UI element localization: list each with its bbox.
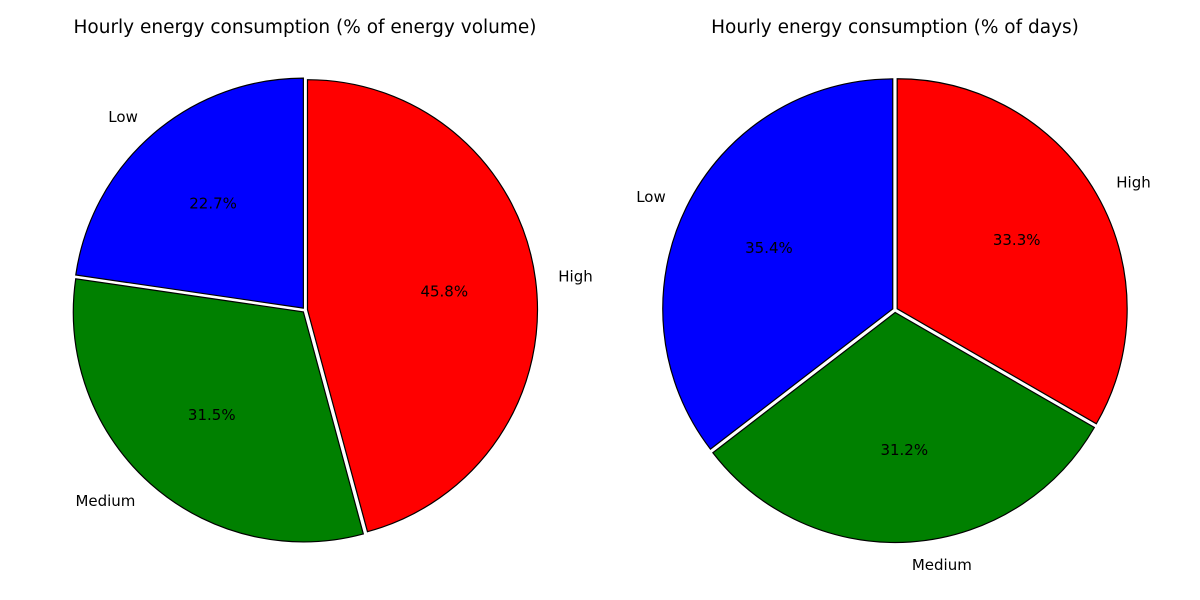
- pie-slice-low: [662, 78, 894, 450]
- pie-percent-label-low: 35.4%: [745, 239, 793, 257]
- pie-category-label-low: Low: [108, 108, 138, 126]
- chart-title-energy-volume: Hourly energy consumption (% of energy v…: [73, 17, 536, 38]
- pie-slice-low: [75, 77, 304, 309]
- pie-chart-days: Hourly energy consumption (% of days) 33…: [636, 17, 1151, 574]
- pie-percent-label-low: 22.7%: [189, 195, 237, 213]
- pie-percent-label-high: 33.3%: [993, 231, 1041, 249]
- pie-chart-energy-volume: Hourly energy consumption (% of energy v…: [72, 17, 593, 543]
- pie-slices-energy-volume: 45.8% High 31.5% Medium 22.7% Low: [72, 77, 593, 543]
- pie-slice-medium: [72, 278, 365, 543]
- pie-category-label-high: High: [1116, 173, 1150, 191]
- pie-slices-days: 33.3% High 31.2% Medium 35.4% Low: [636, 78, 1151, 574]
- pie-slice-high: [306, 79, 539, 533]
- pie-category-label-high: High: [558, 267, 592, 285]
- pie-percent-label-medium: 31.2%: [880, 441, 928, 459]
- pie-slice-high: [896, 78, 1128, 425]
- pie-category-label-medium: Medium: [912, 556, 972, 574]
- pie-category-label-medium: Medium: [75, 492, 135, 510]
- pie-percent-label-medium: 31.5%: [188, 406, 236, 424]
- pie-category-label-low: Low: [636, 188, 666, 206]
- pie-slice-medium: [712, 311, 1096, 544]
- chart-title-days: Hourly energy consumption (% of days): [711, 17, 1079, 38]
- pie-percent-label-high: 45.8%: [420, 283, 468, 301]
